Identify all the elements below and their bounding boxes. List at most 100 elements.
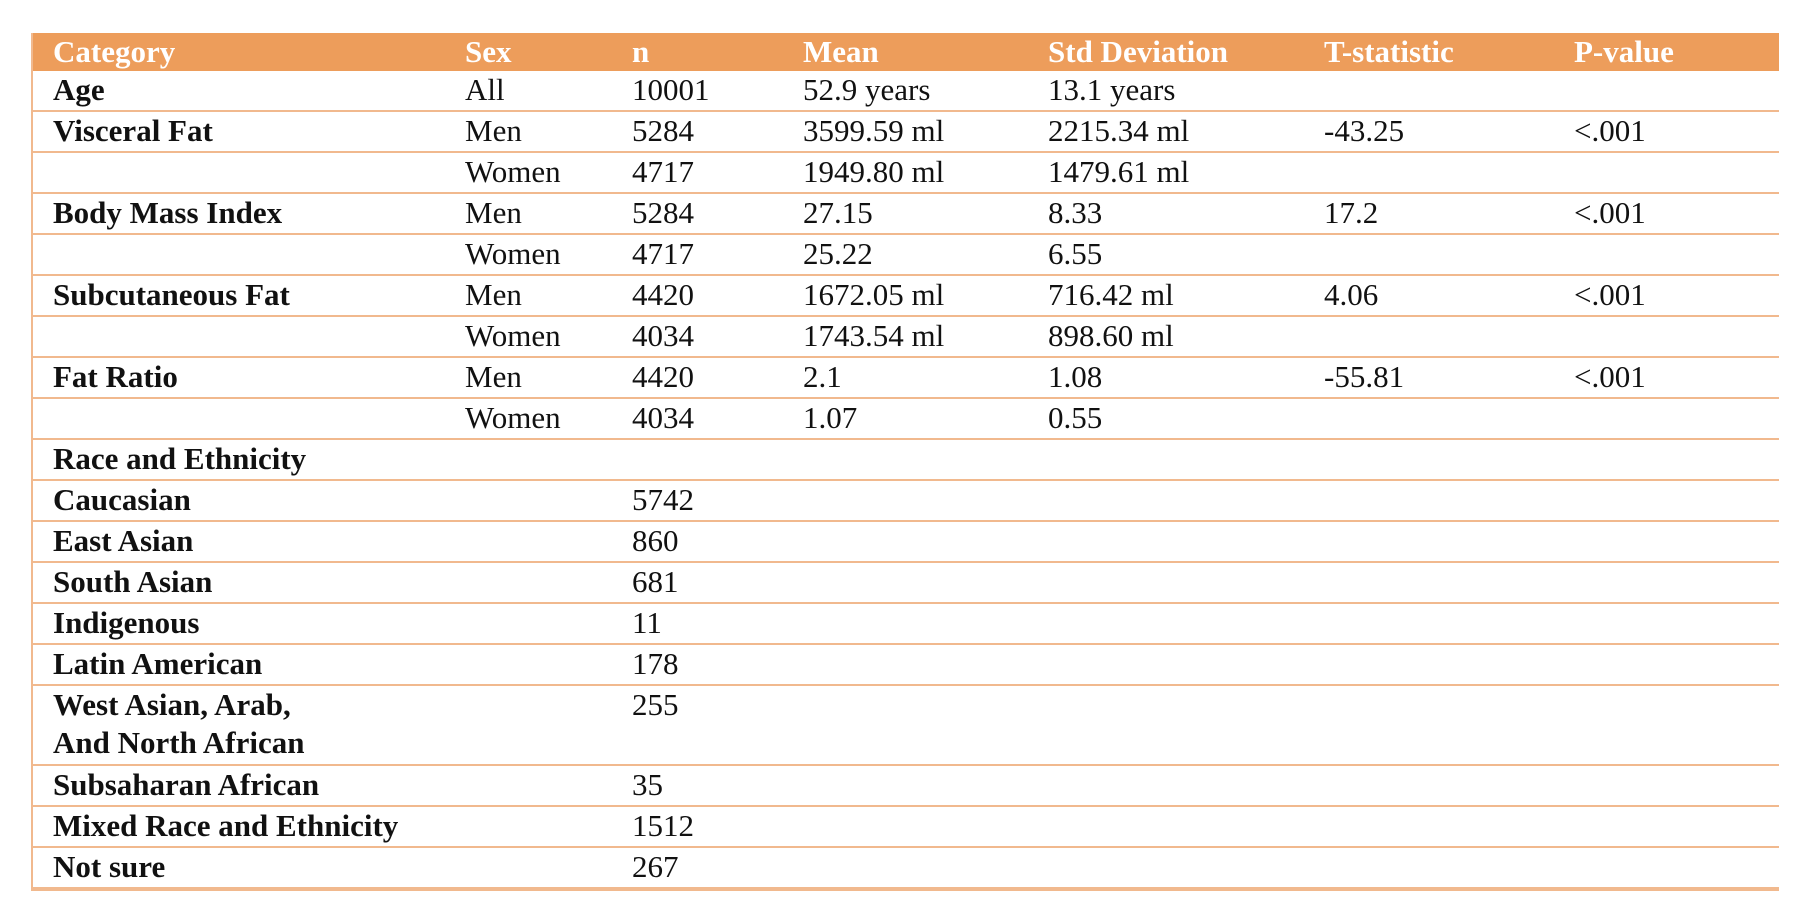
cell-mean: 1743.54 ml (784, 316, 1029, 358)
table-row: Subcutaneous Fat Men 4420 1672.05 ml 716.42 … (33, 275, 1779, 317)
cell-t-statistic (1305, 316, 1555, 358)
cell-n: 255 (613, 685, 784, 766)
cell-std-deviation: 2215.34 ml (1029, 111, 1305, 153)
cell-p-value (1555, 806, 1779, 848)
cell-sex: Men (446, 357, 613, 399)
cell-category: Subcutaneous Fat (33, 275, 446, 317)
cell-t-statistic (1305, 398, 1555, 440)
cell-n: 1512 (613, 806, 784, 848)
cell-category: Indigenous (33, 603, 446, 645)
header-sex: Sex (446, 33, 613, 71)
cell-n: 10001 (613, 71, 784, 112)
cell-sex (446, 806, 613, 848)
cell-sex (446, 685, 613, 766)
cell-std-deviation (1029, 480, 1305, 522)
cell-n: 681 (613, 562, 784, 604)
cell-p-value (1555, 521, 1779, 563)
cell-std-deviation (1029, 685, 1305, 766)
table-body: Age All 10001 52.9 years 13.1 years Visceral … (33, 71, 1779, 889)
cell-std-deviation (1029, 847, 1305, 889)
table-row: Fat Ratio Men 4420 2.1 1.08 -55.81 <.001 (33, 357, 1779, 399)
header-t-statistic: T-statistic (1305, 33, 1555, 71)
cell-std-deviation (1029, 806, 1305, 848)
cell-p-value (1555, 603, 1779, 645)
cell-category: Fat Ratio (33, 357, 446, 399)
table-row: Body Mass Index Men 5284 27.15 8.33 17.2 <.001 (33, 193, 1779, 235)
cell-p-value (1555, 152, 1779, 194)
cell-sex: Men (446, 275, 613, 317)
cell-t-statistic: 17.2 (1305, 193, 1555, 235)
cell-t-statistic (1305, 562, 1555, 604)
cell-n: 4420 (613, 357, 784, 399)
cell-t-statistic (1305, 521, 1555, 563)
table-row: Latin American 178 (33, 644, 1779, 686)
table-row: East Asian 860 (33, 521, 1779, 563)
cell-p-value (1555, 644, 1779, 686)
table-row: Women 4034 1743.54 ml 898.60 ml (33, 316, 1779, 358)
cell-t-statistic (1305, 234, 1555, 276)
header-p-value: P-value (1555, 33, 1779, 71)
cell-sex: Women (446, 234, 613, 276)
cell-t-statistic (1305, 765, 1555, 807)
cell-p-value: <.001 (1555, 275, 1779, 317)
cell-std-deviation (1029, 562, 1305, 604)
cell-p-value (1555, 685, 1779, 766)
cell-p-value: <.001 (1555, 193, 1779, 235)
cell-category: Body Mass Index (33, 193, 446, 235)
cell-p-value (1555, 398, 1779, 440)
cell-n: 35 (613, 765, 784, 807)
cell-p-value: <.001 (1555, 357, 1779, 399)
table-row: Not sure 267 (33, 847, 1779, 889)
cell-t-statistic (1305, 847, 1555, 889)
cell-t-statistic (1305, 806, 1555, 848)
cell-mean (784, 521, 1029, 563)
cell-n: 5284 (613, 111, 784, 153)
cell-sex: Men (446, 193, 613, 235)
cell-std-deviation (1029, 521, 1305, 563)
cell-category: South Asian (33, 562, 446, 604)
cell-sex (446, 480, 613, 522)
table-row: Subsaharan African 35 (33, 765, 1779, 807)
cell-t-statistic (1305, 603, 1555, 645)
cell-mean (784, 439, 1029, 481)
cell-category: West Asian, Arab, And North African (33, 685, 446, 766)
cell-n: 11 (613, 603, 784, 645)
header-mean: Mean (784, 33, 1029, 71)
cell-n: 178 (613, 644, 784, 686)
cell-category (33, 234, 446, 276)
table-row: Age All 10001 52.9 years 13.1 years (33, 71, 1779, 112)
cell-category (33, 398, 446, 440)
table-row: Indigenous 11 (33, 603, 1779, 645)
cell-category: Not sure (33, 847, 446, 889)
cell-std-deviation (1029, 439, 1305, 481)
cell-sex (446, 521, 613, 563)
cell-mean (784, 480, 1029, 522)
cell-sex: Women (446, 316, 613, 358)
table-row: Women 4034 1.07 0.55 (33, 398, 1779, 440)
cell-t-statistic: 4.06 (1305, 275, 1555, 317)
cell-t-statistic (1305, 685, 1555, 766)
cell-n: 5284 (613, 193, 784, 235)
cell-sex: Women (446, 152, 613, 194)
cell-n: 4420 (613, 275, 784, 317)
cell-std-deviation: 1.08 (1029, 357, 1305, 399)
cell-category: Subsaharan African (33, 765, 446, 807)
cell-p-value (1555, 316, 1779, 358)
cell-mean (784, 806, 1029, 848)
cell-category (33, 152, 446, 194)
cell-mean (784, 685, 1029, 766)
cell-mean (784, 603, 1029, 645)
cell-std-deviation (1029, 765, 1305, 807)
cell-sex (446, 439, 613, 481)
header-n: n (613, 33, 784, 71)
cell-std-deviation: 716.42 ml (1029, 275, 1305, 317)
cell-sex (446, 603, 613, 645)
table-row: West Asian, Arab, And North African 255 (33, 685, 1779, 766)
cell-mean: 27.15 (784, 193, 1029, 235)
cell-mean (784, 847, 1029, 889)
cell-category: Age (33, 71, 446, 112)
cell-mean: 1949.80 ml (784, 152, 1029, 194)
cell-category: Visceral Fat (33, 111, 446, 153)
cell-std-deviation (1029, 603, 1305, 645)
demographics-table-container: Category Sex n Mean Std Deviation T-stat… (31, 33, 1779, 891)
